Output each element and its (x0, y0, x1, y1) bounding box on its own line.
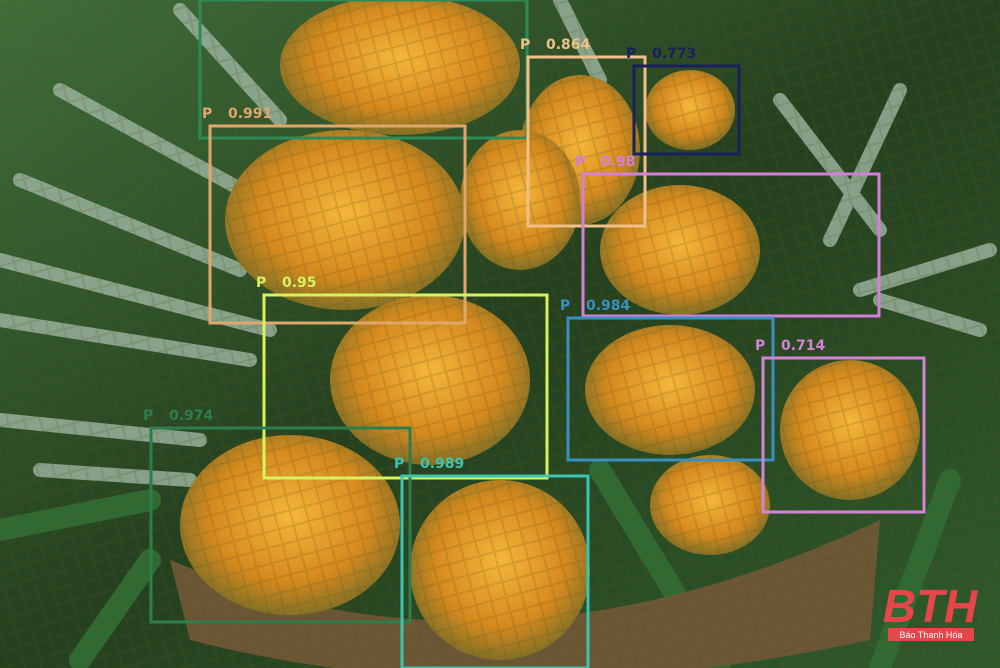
score-label: 0.984 (586, 298, 631, 314)
class-label: P (520, 37, 530, 53)
watermark-band (888, 628, 974, 641)
class-label: P (394, 456, 404, 472)
score-label: 0.974 (169, 408, 214, 424)
bounding-box (208, 124, 467, 325)
score-label: 0.95 (282, 275, 317, 291)
detections: P 0.991 P 0.864 P 0.773 P 0.98 P 0.95 P 0.984 P 0.714… (143, 0, 926, 668)
watermark-logo: BTH (883, 580, 978, 632)
score-label: 0.989 (420, 456, 464, 472)
bounding-box (566, 316, 775, 462)
class-label: P (202, 106, 212, 122)
class-label: P (575, 154, 585, 170)
score-label: 0.773 (652, 46, 696, 62)
bounding-box (262, 293, 549, 480)
bounding-box (581, 172, 881, 318)
class-label: P (626, 46, 636, 62)
bounding-box (526, 55, 647, 228)
class-label: P (755, 338, 765, 354)
score-label: 0.991 (228, 106, 272, 122)
watermark-caption: Báo Thanh Hóa (900, 630, 963, 640)
class-label: P (256, 275, 266, 291)
class-label: P (560, 298, 570, 314)
class-label: P (143, 408, 153, 424)
score-label: 0.864 (546, 37, 591, 53)
bounding-box (632, 64, 741, 156)
score-label: 0.98 (601, 154, 636, 170)
bounding-box (149, 426, 412, 624)
bounding-box (761, 356, 926, 514)
score-label: 0.714 (781, 338, 826, 354)
bounding-box (400, 474, 590, 668)
watermark: BTH Báo Thanh Hóa (883, 580, 978, 641)
